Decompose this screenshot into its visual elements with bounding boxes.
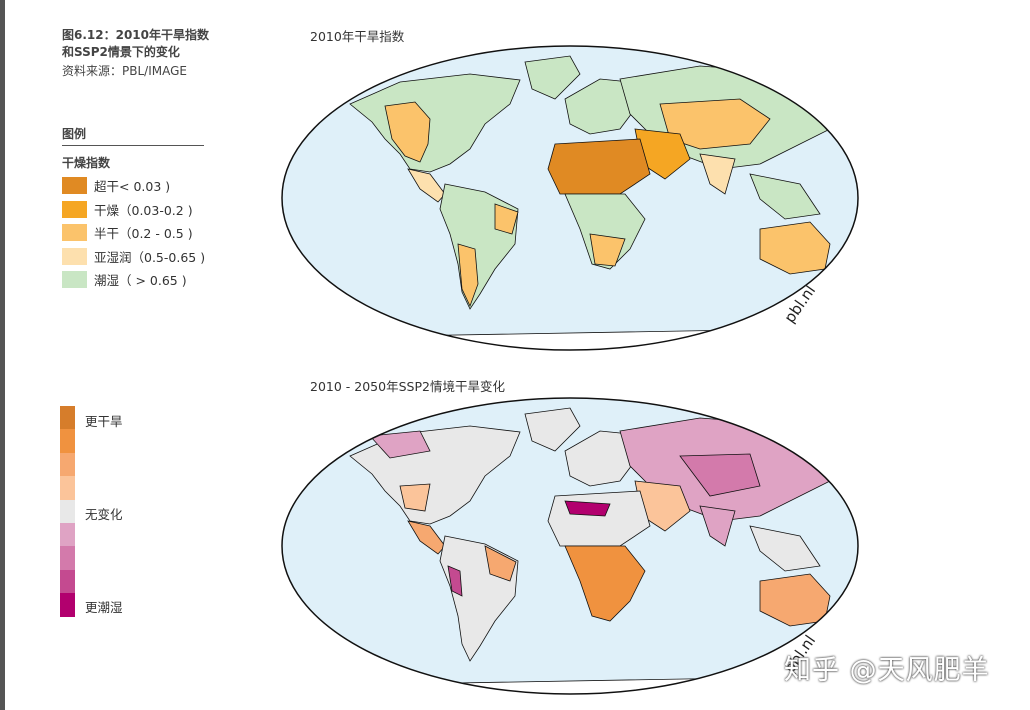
ramp-step (60, 452, 75, 477)
watermark: 知乎 @天风肥羊 (784, 655, 990, 686)
north-america-wetter (369, 430, 431, 459)
ramp-step (60, 546, 75, 570)
ramp-step (60, 522, 75, 547)
legend-item: 干燥（0.03-0.2 ) (62, 198, 205, 222)
greenland (524, 407, 581, 452)
asia-wetter-center (679, 453, 761, 497)
legend-swatch (62, 177, 87, 195)
legend-item: 超干< 0.03 ) (62, 174, 205, 198)
south-america-dry-east (494, 203, 519, 235)
india (699, 505, 736, 547)
legend-label: 干燥（0.03-0.2 ) (94, 202, 193, 218)
ramp-step (60, 406, 75, 430)
legend-label: 半干（0.2 - 0.5 ) (94, 226, 193, 242)
legend-swatch (62, 224, 87, 242)
ramp-label-nochange: 无变化 (85, 507, 123, 522)
map-outline (281, 45, 859, 351)
legend-swatch (62, 271, 87, 289)
legend-label: 亚湿润（0.5-0.65 ) (94, 249, 206, 265)
north-america (349, 73, 521, 173)
figure-title: 图6.12：2010年干旱指数 和SSP2情景下的变化 (62, 27, 209, 61)
south-america-dry-south (457, 243, 479, 308)
south-america-drier (484, 545, 517, 582)
africa-south (564, 545, 646, 622)
ramp-label-drier: 更干旱 (85, 414, 123, 429)
southeast-asia (749, 173, 821, 220)
legend-heading: 图例 (62, 125, 204, 146)
ramp-label-wetter: 更潮湿 (85, 600, 123, 615)
page-edge (0, 0, 5, 710)
figure-source: 资料来源：PBL/IMAGE (62, 64, 187, 78)
antarctica (379, 677, 801, 694)
ramp-step (60, 476, 75, 500)
aridity-legend: 超干< 0.03 ) 干燥（0.03-0.2 ) 半干（0.2 - 0.5 ) … (62, 174, 205, 292)
legend-item: 潮湿（ > 0.65 ) (62, 268, 205, 292)
central-america (407, 520, 446, 555)
greenland (524, 55, 581, 100)
map1-title: 2010年干旱指数 (310, 29, 405, 44)
legend-swatch (62, 247, 87, 265)
ramp-step (60, 569, 75, 594)
ramp-step (60, 593, 75, 617)
legend-label: 超干< 0.03 ) (94, 179, 171, 195)
north-america-dry-west (384, 101, 431, 163)
central-america (407, 168, 446, 203)
figure-title-line1: 图6.12：2010年干旱指数 (62, 28, 210, 42)
africa-sahel-wetter (564, 500, 611, 517)
africa-dry-south (589, 233, 626, 267)
legend-swatch (62, 200, 87, 218)
south-america-wetter (447, 565, 463, 597)
legend-item: 亚湿润（0.5-0.65 ) (62, 245, 205, 269)
ramp-step (60, 429, 75, 453)
southeast-asia (749, 525, 821, 572)
change-color-ramp (60, 406, 75, 617)
europe (564, 430, 636, 487)
legend-label: 潮湿（ > 0.65 ) (94, 273, 187, 289)
aridity-map-2010: pbl.nl (281, 45, 859, 351)
europe (564, 78, 636, 135)
africa-south (564, 193, 646, 270)
legend-item: 半干（0.2 - 0.5 ) (62, 221, 205, 245)
india (699, 153, 736, 195)
map-outline (281, 397, 859, 695)
north-america-drier (399, 483, 431, 512)
legend-subheading: 干燥指数 (62, 156, 111, 170)
map2-title: 2010 - 2050年SSP2情境干旱变化 (310, 379, 505, 394)
aridity-change-map: pbl.nl (281, 397, 859, 695)
ramp-step (60, 499, 75, 523)
figure-title-line2: 和SSP2情景下的变化 (62, 45, 180, 59)
